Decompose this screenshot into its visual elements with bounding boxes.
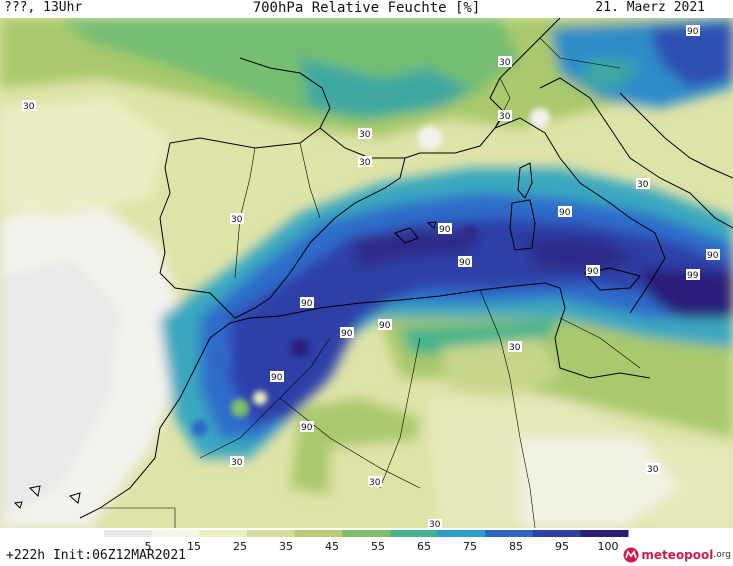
legend-tick-label: 100 [598, 540, 619, 553]
legend-swatch [580, 530, 629, 537]
country-borders [100, 37, 641, 529]
contour-label: 30 [230, 456, 244, 468]
contour-label: 90 [586, 265, 600, 277]
legend-swatch [294, 530, 343, 537]
contour-label: 30 [368, 476, 382, 488]
meteopool-logo-icon [623, 547, 639, 563]
contour-label: 30 [428, 519, 442, 530]
legend-swatch [246, 530, 296, 537]
svg-text:30: 30 [509, 343, 521, 353]
svg-text:90: 90 [687, 27, 699, 37]
contour-label: 90 [378, 319, 392, 331]
legend-tick-label: 45 [325, 540, 339, 553]
iberia-coastline [159, 127, 406, 319]
contour-label: 30 [358, 128, 372, 140]
logo-tld: .org [713, 550, 731, 560]
legend-tick-label: 5 [145, 540, 152, 553]
legend-tick-label: 85 [509, 540, 523, 553]
humidity-map: 90 30 30 30 30 30 30 30 90 90 90 90 90 9… [0, 17, 733, 530]
legend-swatch [485, 530, 534, 537]
svg-text:90: 90 [439, 225, 451, 235]
init-time: +222h Init:06Z12MAR2021 [6, 548, 187, 563]
svg-text:30: 30 [231, 458, 243, 468]
contour-label: 90 [300, 297, 314, 309]
contour-label: 99 [686, 269, 700, 281]
italy-coastline [494, 77, 733, 314]
svg-text:30: 30 [369, 478, 381, 488]
legend-swatch [532, 530, 581, 537]
logo-name: meteopool [641, 548, 714, 562]
legend-swatch [342, 530, 391, 537]
sardinia-coastline [509, 199, 536, 251]
svg-text:90: 90 [587, 267, 599, 277]
legend-tick-label: 65 [417, 540, 431, 553]
map-title: 700hPa Relative Feuchte [%] [252, 0, 481, 16]
svg-text:99: 99 [687, 271, 699, 281]
svg-text:90: 90 [301, 423, 313, 433]
coastlines [13, 17, 733, 519]
contour-label: 30 [646, 463, 660, 475]
legend-tick-label: 95 [555, 540, 569, 553]
contour-label: 90 [438, 223, 452, 235]
contour-label: 30 [498, 56, 512, 68]
svg-text:30: 30 [359, 158, 371, 168]
legend-swatch [389, 530, 438, 537]
meteopool-logo[interactable]: meteopool .org [623, 545, 731, 565]
svg-text:90: 90 [707, 251, 719, 261]
forecast-date: 21. Maerz 2021 [595, 0, 705, 15]
contour-label: 30 [636, 178, 650, 190]
contour-label: 90 [706, 249, 720, 261]
forecast-time: ???, 13Uhr [4, 0, 83, 15]
legend-swatches [104, 530, 629, 537]
legend-tick-label: 55 [371, 540, 385, 553]
svg-text:30: 30 [23, 102, 35, 112]
legend-tick-label: 25 [233, 540, 247, 553]
legend-swatch [104, 530, 153, 537]
svg-text:30: 30 [499, 58, 511, 68]
legend-tick-label: 35 [279, 540, 293, 553]
svg-text:30: 30 [231, 215, 243, 225]
contour-labels: 90 30 30 30 30 30 30 30 90 90 90 90 90 9… [22, 25, 720, 530]
contour-label: 30 [508, 341, 522, 353]
svg-text:90: 90 [459, 258, 471, 268]
svg-text:90: 90 [341, 329, 353, 339]
svg-text:30: 30 [359, 130, 371, 140]
corsica-coastline [517, 162, 533, 199]
canary-coastline [13, 485, 81, 509]
contour-label: 30 [230, 213, 244, 225]
humidity-detail [192, 108, 550, 436]
svg-text:30: 30 [647, 465, 659, 475]
sicily-coastline [584, 267, 641, 291]
header-bar: ???, 13Uhr 700hPa Relative Feuchte [%] 2… [0, 0, 733, 18]
humidity-field [0, 18, 733, 528]
contour-label: 90 [458, 256, 472, 268]
legend-swatch [151, 530, 200, 537]
legend-swatch [199, 530, 248, 537]
contour-label: 30 [22, 100, 36, 112]
legend-tick-label: 15 [187, 540, 201, 553]
svg-text:90: 90 [379, 321, 391, 331]
contour-label: 90 [558, 206, 572, 218]
color-legend: 5 15 25 35 45 55 65 75 85 95 100 [0, 528, 733, 566]
contour-label: 90 [270, 371, 284, 383]
svg-text:90: 90 [559, 208, 571, 218]
legend-swatch [437, 530, 486, 537]
svg-text:30: 30 [499, 112, 511, 122]
contour-label: 30 [498, 110, 512, 122]
legend-tick-label: 75 [463, 540, 477, 553]
contour-label: 90 [300, 421, 314, 433]
svg-text:30: 30 [637, 180, 649, 190]
contour-label: 90 [340, 327, 354, 339]
contour-label: 90 [686, 25, 700, 37]
north-africa-coastline [79, 282, 651, 519]
balkan-coastline [619, 92, 733, 179]
svg-text:90: 90 [271, 373, 283, 383]
contour-label: 30 [358, 156, 372, 168]
legend-colorbar: 5 15 25 35 45 55 65 75 85 95 100 [104, 530, 629, 553]
legend-tick-labels: 5 15 25 35 45 55 65 75 85 95 100 [145, 540, 619, 553]
svg-text:90: 90 [301, 299, 313, 309]
svg-text:30: 30 [429, 520, 441, 528]
balearic-coastline [394, 221, 437, 244]
